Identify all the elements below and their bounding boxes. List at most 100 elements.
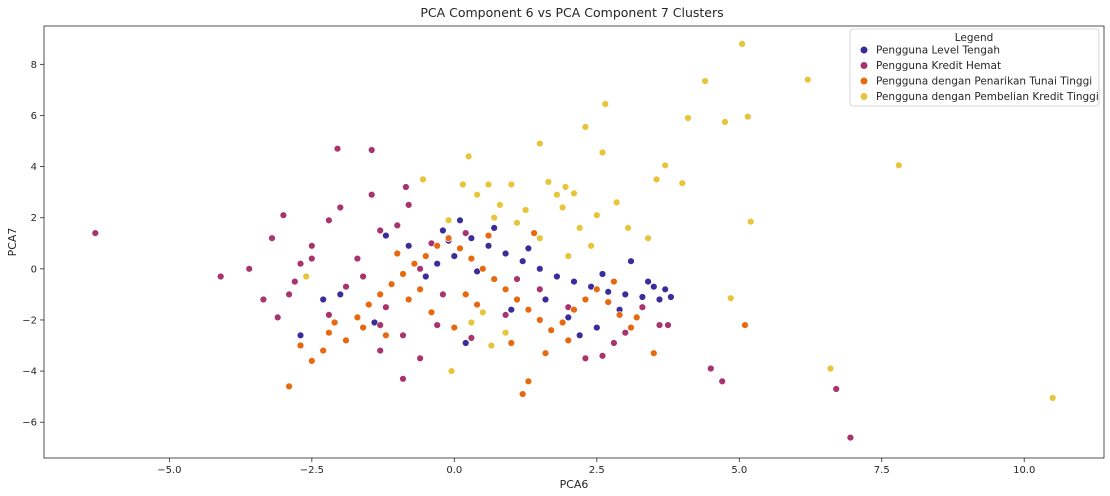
data-point [652, 175, 661, 184]
data-point [895, 161, 903, 170]
data-point [399, 331, 407, 339]
data-point [274, 313, 282, 322]
legend-title: Legend [955, 32, 994, 44]
data-point [638, 293, 647, 301]
data-point [473, 191, 481, 199]
data-point [279, 211, 288, 219]
y-axis: −6 −4 −2 0 2 4 6 8 [22, 60, 44, 429]
data-point [467, 234, 476, 242]
data-point [638, 303, 647, 311]
data-point [368, 191, 376, 199]
data-point [524, 377, 533, 385]
data-point [536, 285, 544, 293]
data-point [621, 329, 629, 337]
data-point [422, 272, 430, 281]
data-point [447, 367, 456, 375]
legend-label: Pengguna Level Tengah [876, 45, 1000, 57]
data-point [726, 294, 735, 302]
data-point [593, 285, 601, 293]
data-point [484, 242, 493, 250]
data-point [832, 385, 840, 393]
data-point [575, 224, 584, 232]
data-point [664, 321, 672, 329]
y-tick-label: −2 [22, 315, 37, 326]
data-point [536, 234, 544, 242]
data-point [513, 295, 521, 304]
data-point [612, 198, 621, 207]
data-point [667, 293, 675, 301]
data-point [439, 290, 447, 299]
data-point [490, 275, 498, 283]
data-point [746, 217, 755, 226]
data-point [359, 272, 367, 281]
data-point [561, 183, 570, 191]
data-point [707, 364, 715, 373]
data-point [541, 295, 550, 304]
data-point [333, 145, 342, 153]
data-point [387, 280, 396, 288]
data-point [507, 339, 515, 347]
y-tick-label: −4 [22, 367, 37, 378]
data-point [376, 321, 384, 329]
data-point [575, 331, 584, 339]
data-point [416, 265, 424, 273]
data-point [433, 260, 441, 268]
y-tick-label: 2 [31, 213, 37, 224]
data-point [302, 272, 310, 281]
data-point [507, 180, 515, 189]
x-axis-label: PCA6 [560, 478, 589, 491]
y-tick-label: 6 [31, 111, 37, 122]
data-point [624, 224, 632, 232]
data-point [570, 189, 578, 198]
data-point [353, 313, 362, 322]
data-point [405, 201, 413, 209]
data-point [490, 214, 498, 222]
data-point [627, 257, 635, 265]
legend-entries: Pengguna Level Tengah Pengguna Kredit Hem… [859, 45, 1099, 103]
x-tick-label: −2.5 [300, 465, 324, 476]
data-point [433, 242, 441, 250]
data-point [661, 161, 669, 170]
data-point [684, 114, 692, 122]
y-tick-label: 8 [31, 60, 37, 71]
series-3 [285, 229, 749, 398]
series-2 [91, 145, 855, 442]
data-point [217, 272, 225, 281]
data-point [462, 229, 470, 237]
data-point [744, 112, 752, 121]
data-point [553, 191, 561, 199]
data-point [496, 201, 504, 209]
legend-label: Pengguna dengan Penarikan Tunai Tinggi [876, 76, 1092, 88]
data-point [541, 349, 550, 357]
data-point [359, 323, 367, 332]
data-point [245, 265, 253, 273]
data-point [268, 234, 276, 242]
data-point [353, 254, 362, 263]
y-tick-label: 0 [31, 264, 37, 275]
data-point [738, 40, 746, 48]
data-point [285, 382, 293, 391]
data-point [513, 219, 521, 227]
data-point [433, 321, 441, 329]
data-point [564, 252, 572, 260]
data-point [419, 175, 427, 184]
x-tick-label: 2.5 [589, 465, 605, 476]
data-point [416, 285, 424, 293]
data-point [604, 288, 612, 296]
data-point [598, 352, 607, 360]
data-point [376, 226, 384, 235]
data-point [601, 100, 609, 108]
data-point [308, 242, 316, 250]
data-point [598, 270, 607, 278]
data-point [382, 231, 390, 240]
data-point [501, 285, 510, 293]
data-point [544, 178, 553, 186]
data-point [473, 300, 481, 309]
data-point [456, 216, 464, 225]
series-4 [302, 40, 1057, 402]
data-point [846, 433, 855, 442]
data-point [598, 148, 607, 157]
data-point [319, 346, 327, 355]
data-point [325, 216, 333, 225]
data-point [650, 349, 658, 357]
